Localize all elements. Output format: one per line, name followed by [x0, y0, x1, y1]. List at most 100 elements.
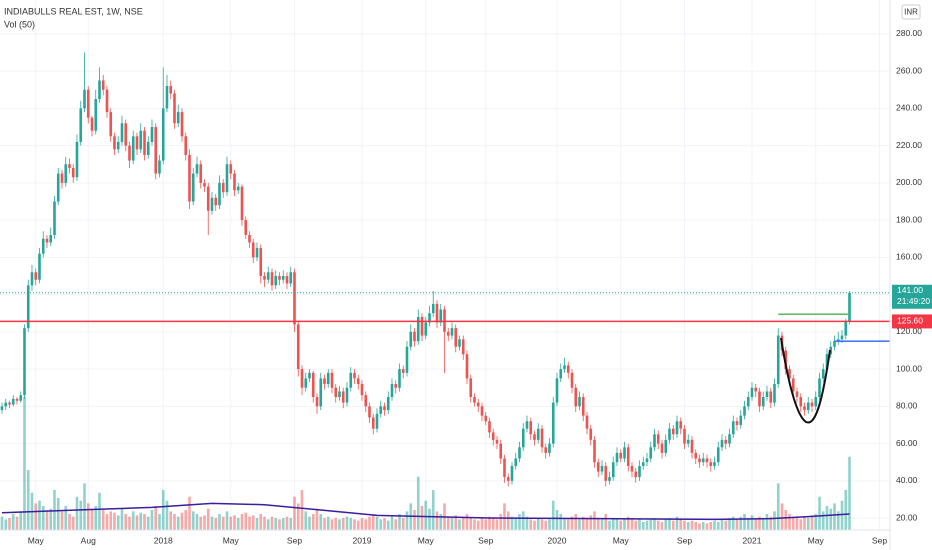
candle-body	[64, 164, 68, 183]
volume-bar	[461, 516, 465, 530]
candle-body	[255, 248, 259, 258]
candle-body	[788, 369, 791, 379]
candle-body	[799, 397, 803, 407]
candle-body	[71, 167, 75, 178]
candle-body	[176, 112, 180, 124]
candle-body	[281, 275, 285, 280]
volume-bar	[499, 514, 503, 530]
candle-body	[11, 398, 15, 405]
candle-body	[293, 272, 296, 325]
volume-bar	[821, 511, 825, 530]
currency-box[interactable]	[901, 4, 921, 20]
volume-bar	[255, 518, 259, 530]
volume-bar	[728, 518, 731, 530]
candle-body	[844, 321, 848, 336]
volume-bar	[791, 516, 795, 530]
volume-bar	[675, 516, 679, 530]
candle-body	[750, 387, 754, 398]
volume-bar	[236, 518, 240, 530]
volume-bar	[169, 511, 173, 530]
volume-bar	[739, 516, 743, 530]
volume-bar	[49, 508, 53, 530]
volume-bar	[251, 515, 255, 530]
volume-bar	[60, 511, 64, 530]
volume-bar	[424, 500, 428, 530]
volume-bar	[806, 518, 810, 530]
candle-body	[484, 415, 488, 422]
candle-body	[495, 439, 499, 444]
volume-bar	[626, 516, 630, 530]
volume-bar	[240, 514, 244, 530]
candle-body	[806, 402, 810, 411]
volume-bar	[709, 522, 713, 530]
candle-body	[4, 402, 8, 407]
candle-body	[503, 458, 506, 478]
volume-bar	[71, 516, 75, 530]
volume-bar	[814, 514, 818, 530]
volume-bar	[379, 519, 383, 530]
volume-bar	[154, 506, 158, 530]
candle-body	[791, 378, 795, 392]
candle-body	[41, 238, 45, 254]
candle-body	[124, 123, 128, 146]
candle-body	[469, 378, 473, 398]
volume-bar	[604, 514, 608, 530]
candle-body	[30, 272, 34, 286]
volume-bar	[278, 519, 281, 530]
candle-body	[641, 462, 645, 466]
x-tick-label: Sep	[872, 535, 887, 545]
candle-body	[23, 328, 26, 396]
candle-body	[248, 235, 251, 243]
candle-body	[180, 112, 184, 137]
volume-bar	[608, 520, 611, 530]
volume-bar	[45, 510, 49, 530]
candle-body	[671, 428, 675, 435]
candle-body	[626, 447, 630, 466]
candle-body	[371, 417, 375, 429]
volume-bar	[150, 510, 154, 530]
volume-bar	[540, 519, 544, 530]
candle-body	[34, 272, 38, 280]
volume-bar	[90, 508, 94, 530]
volume-bar	[454, 515, 458, 530]
volume-bar	[844, 490, 848, 530]
candle-body	[375, 413, 379, 429]
y-tick-label: 260.00	[896, 65, 922, 75]
volume-bar	[405, 511, 409, 530]
candle-body	[803, 406, 806, 411]
volume-bar	[296, 503, 300, 530]
y-tick-label: 100.00	[896, 363, 922, 373]
candle-body	[589, 428, 593, 440]
candle-body	[315, 397, 319, 407]
candle-body	[360, 383, 364, 396]
candle-body	[113, 136, 116, 150]
volume-bar	[488, 516, 491, 530]
volume-bar	[143, 514, 146, 530]
volume-bar	[506, 511, 510, 530]
volume-bar	[315, 508, 319, 530]
candle-body	[450, 328, 454, 336]
volume-bar	[244, 512, 248, 530]
candle-body	[364, 395, 368, 407]
candle-body	[431, 303, 435, 314]
candle-body	[15, 398, 19, 401]
candle-body	[416, 316, 420, 342]
volume-bar	[394, 519, 398, 530]
candle-body	[191, 173, 195, 202]
volume-bar	[289, 518, 293, 530]
volume-bar	[630, 518, 634, 530]
x-tick-label: May	[223, 535, 240, 545]
volume-bar	[788, 514, 791, 530]
candle-body	[694, 452, 698, 459]
volume-bar	[323, 518, 326, 530]
candle-body	[506, 477, 510, 481]
volume-bar	[139, 512, 143, 530]
volume-bar	[188, 496, 191, 530]
candle-body	[821, 369, 825, 379]
candle-body	[214, 197, 218, 206]
volume-bar	[221, 516, 225, 530]
candle-body	[555, 378, 559, 403]
volume-bar	[334, 518, 338, 530]
x-tick-label: May	[28, 535, 45, 545]
candle-body	[758, 391, 761, 407]
